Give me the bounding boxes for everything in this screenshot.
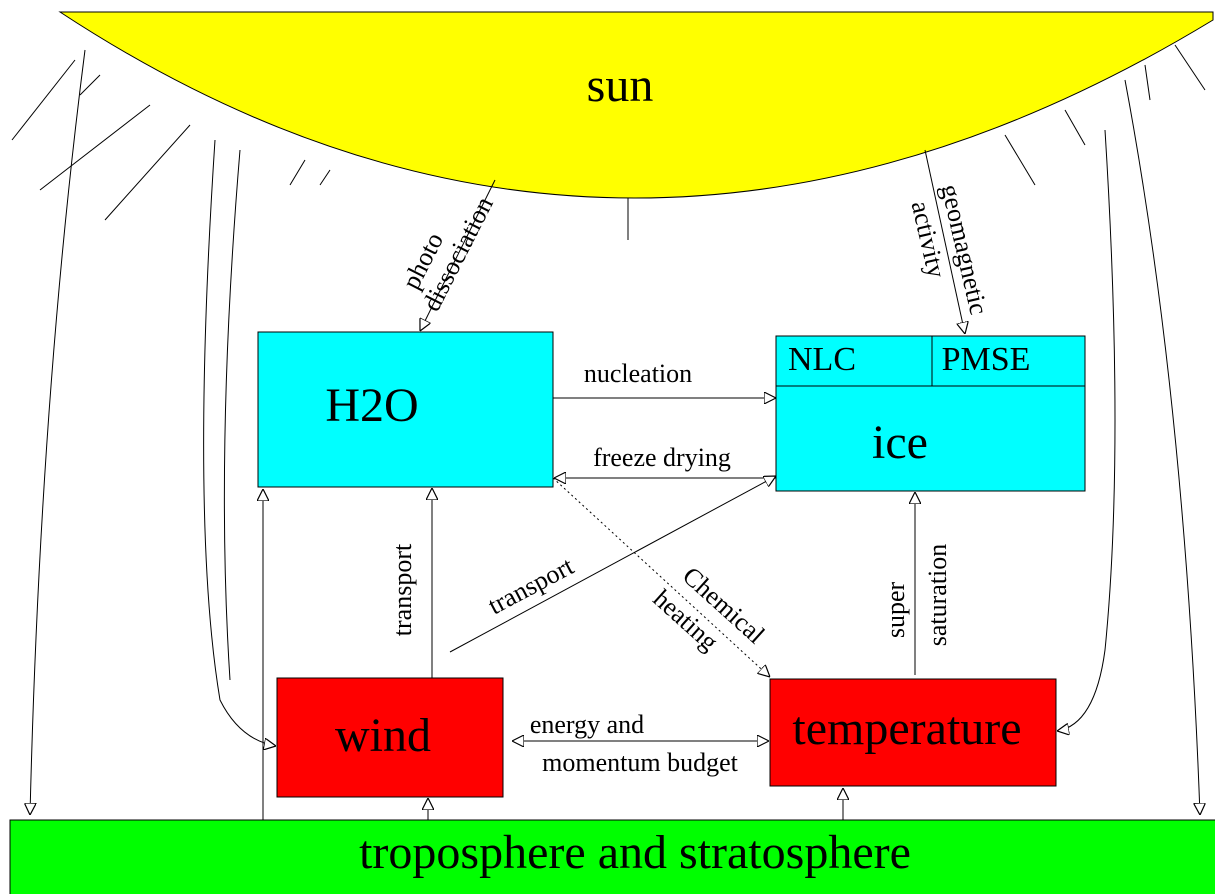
edge-label: energy and xyxy=(530,710,644,739)
pmse-box xyxy=(931,335,1086,387)
arrow xyxy=(420,179,496,331)
edge-label: transport xyxy=(483,551,579,620)
sun-label: sun xyxy=(587,59,654,112)
arrow xyxy=(223,149,241,681)
arrow xyxy=(1124,79,1200,815)
ice-label: ice xyxy=(872,416,928,469)
ground-box xyxy=(9,819,1215,894)
pmse-label: PMSE xyxy=(942,341,1031,378)
nlc-box xyxy=(775,335,933,387)
sun-shape xyxy=(58,11,1214,199)
edge-label: transport xyxy=(388,543,417,636)
temperature-box xyxy=(769,678,1057,787)
nlc-label: NLC xyxy=(788,341,856,378)
arrow xyxy=(203,139,276,746)
sun-rays xyxy=(11,44,1206,240)
edge-label: super xyxy=(881,582,910,639)
h2o-box xyxy=(257,331,554,488)
edge-label: nucleation xyxy=(584,359,692,388)
wind-box xyxy=(276,677,504,798)
wind-label: wind xyxy=(335,709,431,762)
arrow xyxy=(30,49,86,815)
h2o-label: H2O xyxy=(325,379,418,432)
edge-label: freeze drying xyxy=(593,443,731,472)
edge-label: saturation xyxy=(923,544,952,647)
arrow xyxy=(552,477,770,677)
edge-label: momentum budget xyxy=(542,748,738,777)
arrow xyxy=(1057,129,1116,731)
temperature-label: temperature xyxy=(792,702,1021,755)
arrow xyxy=(924,149,965,334)
ground-label: troposphere and stratosphere xyxy=(359,826,911,879)
arrow xyxy=(449,476,776,653)
